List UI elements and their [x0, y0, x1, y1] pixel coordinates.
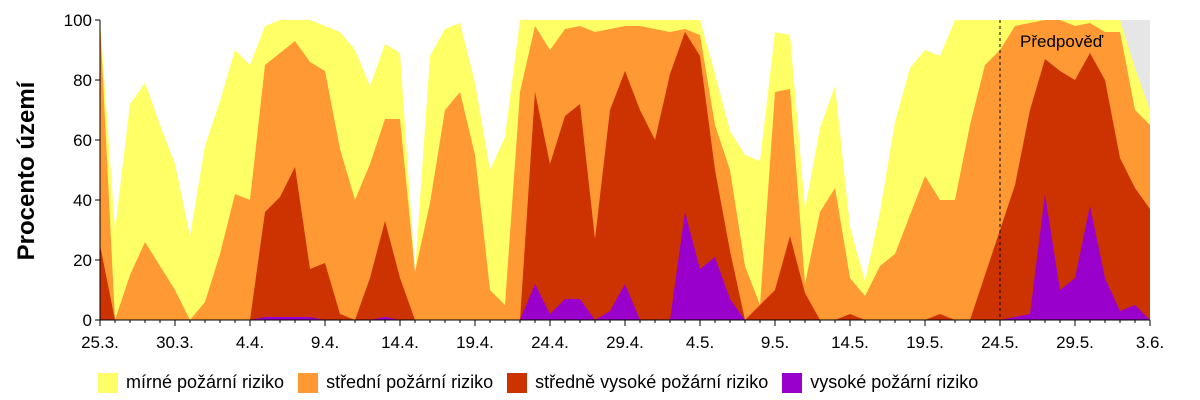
legend-item-1: mírné požární riziko — [98, 372, 284, 393]
x-tick-label: 29.5. — [1056, 333, 1094, 352]
y-tick-label: 100 — [64, 11, 92, 30]
legend-label: vysoké požární riziko — [810, 372, 979, 392]
x-tick-label: 9.4. — [311, 333, 339, 352]
y-axis-label: Procento území — [13, 80, 40, 260]
legend-item-4: vysoké požární riziko — [782, 372, 978, 393]
legend-label: mírné požární riziko — [126, 372, 285, 392]
legend-item-2: střední požární riziko — [298, 372, 493, 393]
y-tick-label: 80 — [73, 71, 92, 90]
x-tick-label: 14.4. — [381, 333, 419, 352]
y-tick-label: 0 — [83, 311, 92, 330]
x-tick-label: 24.4. — [531, 333, 569, 352]
area-series-group — [100, 20, 1150, 320]
area-series-3 — [100, 32, 1150, 320]
x-tick-label: 30.3. — [156, 333, 194, 352]
x-tick-label: 25.3. — [81, 333, 119, 352]
x-tick-label: 4.4. — [236, 333, 264, 352]
x-tick-labels: 25.3. 30.3. 4.4. 9.4. 14.4. 19.4. 24.4. 29.4. 4.… — [81, 333, 1164, 352]
legend-swatch — [98, 372, 118, 393]
axes — [95, 19, 1151, 326]
x-tick-label: 4.5. — [686, 333, 714, 352]
area-series-4 — [100, 194, 1150, 320]
legend-swatch — [507, 372, 528, 393]
x-tick-label: 14.5. — [831, 333, 869, 352]
x-tick-label: 19.4. — [456, 333, 494, 352]
x-tick-label: 29.4. — [606, 333, 644, 352]
forecast-annotation: Předpověď — [1020, 32, 1104, 51]
legend-swatch — [298, 372, 319, 393]
legend: mírné požární riziko střední požární rizi… — [98, 372, 992, 393]
legend-label: středně vysoké požární riziko — [535, 372, 769, 392]
x-tick-label: 3.6. — [1136, 333, 1164, 352]
legend-item-3: středně vysoké požární riziko — [507, 372, 768, 393]
x-tick-label: 19.5. — [906, 333, 944, 352]
y-tick-label: 60 — [73, 131, 92, 150]
x-tick-label: 24.5. — [981, 333, 1019, 352]
y-tick-labels: 0 20 40 60 80 100 — [64, 11, 92, 330]
legend-label: střední požární riziko — [326, 372, 494, 392]
x-tick-label: 9.5. — [761, 333, 789, 352]
legend-swatch — [782, 372, 803, 393]
y-tick-label: 20 — [73, 251, 92, 270]
y-tick-label: 40 — [73, 191, 92, 210]
